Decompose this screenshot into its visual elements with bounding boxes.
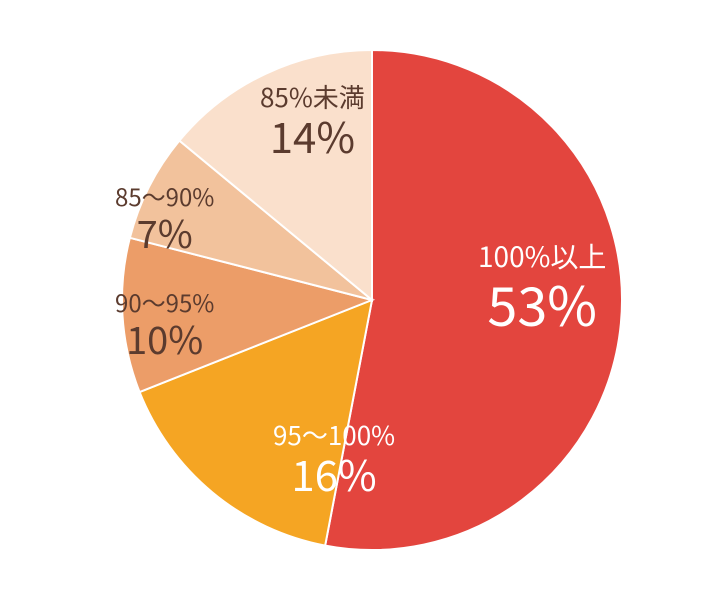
slice-value: 7%: [115, 210, 214, 254]
slice-value: 10%: [115, 316, 214, 360]
slice-label: 90〜95%10%: [115, 288, 214, 359]
slice-value: 53%: [478, 272, 606, 334]
pie-chart: 100%以上53% 95〜100%16% 90〜95%10% 85〜90%7% 85%未…: [0, 0, 720, 600]
slice-label: 85%未満14%: [260, 82, 365, 160]
slice-label: 95〜100%16%: [273, 420, 395, 498]
slice-value: 16%: [273, 450, 395, 498]
slice-label: 85〜90%7%: [115, 182, 214, 253]
slice-value: 14%: [260, 112, 365, 160]
slice-label: 100%以上53%: [478, 240, 606, 334]
